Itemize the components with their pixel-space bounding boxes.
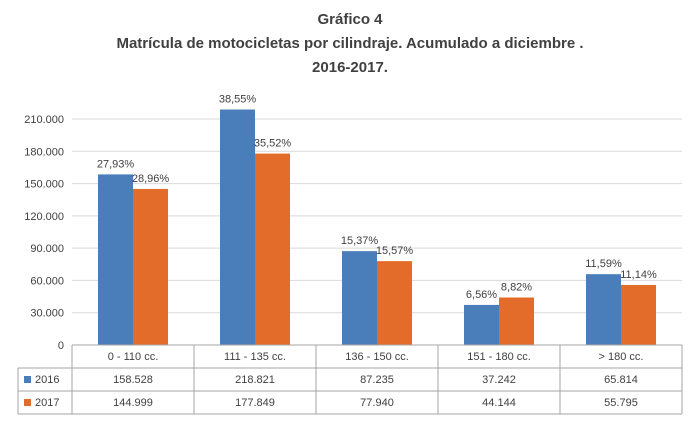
table-value-2016: 158.528 <box>113 374 153 386</box>
y-tick-label: 210.000 <box>24 114 64 126</box>
y-tick-label: 90.000 <box>30 243 64 255</box>
legend-key-2016 <box>24 376 31 383</box>
data-label-2017: 11,14% <box>620 269 657 281</box>
data-label-2016: 38,55% <box>219 94 257 106</box>
category-label: 151 - 180 cc. <box>467 351 531 363</box>
table-value-2017: 55.795 <box>604 397 638 409</box>
table-value-2017: 44.144 <box>482 397 516 409</box>
bar-2016 <box>464 304 499 345</box>
bar-2016 <box>586 274 621 345</box>
legend-label-2017: 2017 <box>35 397 59 409</box>
table-value-2017: 144.999 <box>113 397 153 409</box>
bar-2017 <box>255 153 290 345</box>
legend-key-2017 <box>24 399 31 406</box>
category-label: > 180 cc. <box>599 351 644 363</box>
data-label-2017: 8,82% <box>501 281 532 293</box>
y-tick-label: 0 <box>58 340 64 352</box>
data-label-2017: 15,57% <box>376 245 414 257</box>
table-value-2016: 37.242 <box>482 374 516 386</box>
bar-2016 <box>220 109 255 345</box>
bar-2016 <box>98 174 133 345</box>
bar-2017 <box>377 261 412 345</box>
y-tick-label: 150.000 <box>24 179 64 191</box>
chart-title-line-2: Matrícula de motocicletas por cilindraje… <box>116 35 584 52</box>
data-label-2017: 35,52% <box>254 138 292 150</box>
data-label-2016: 15,37% <box>341 235 379 247</box>
data-label-2016: 27,93% <box>97 158 135 170</box>
y-tick-label: 120.000 <box>24 211 64 223</box>
bar-2016 <box>342 251 377 345</box>
category-label: 136 - 150 cc. <box>345 351 409 363</box>
bar-2017 <box>621 284 656 345</box>
data-label-2016: 6,56% <box>466 289 497 301</box>
data-label-2016: 11,59% <box>585 258 622 270</box>
table-value-2016: 218.821 <box>235 374 275 386</box>
table-value-2016: 87.235 <box>360 374 394 386</box>
legend-label-2016: 2016 <box>35 374 59 386</box>
y-tick-label: 60.000 <box>30 275 64 287</box>
chart-title-line-1: Gráfico 4 <box>317 11 383 28</box>
bar-2017 <box>133 188 168 345</box>
data-label-2017: 28,96% <box>132 173 170 185</box>
table-value-2017: 77.940 <box>360 397 394 409</box>
category-label: 0 - 110 cc. <box>108 351 159 363</box>
bar-2017 <box>499 297 534 345</box>
y-tick-label: 180.000 <box>24 146 64 158</box>
y-tick-label: 30.000 <box>30 308 64 320</box>
category-label: 111 - 135 cc. <box>224 351 286 363</box>
table-value-2016: 65.814 <box>604 374 638 386</box>
table-value-2017: 177.849 <box>235 397 275 409</box>
chart-title-line-3: 2016-2017. <box>312 59 388 76</box>
